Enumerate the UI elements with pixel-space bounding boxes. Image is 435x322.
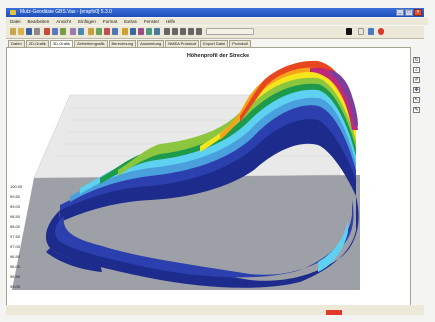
y-tick-label: 95.00	[10, 284, 21, 289]
y-tick-label: 97.50	[10, 234, 21, 239]
y-tick-label: 98.00	[10, 224, 21, 229]
zoom-in-icon[interactable]	[146, 28, 152, 35]
menu-item-einfuegen[interactable]: Einfügen	[78, 19, 96, 24]
stop-icon[interactable]	[378, 28, 384, 35]
zoom-out-icon[interactable]	[154, 28, 160, 35]
map-icon[interactable]	[130, 28, 136, 35]
toolbar	[6, 26, 424, 39]
zoom-icon[interactable]: ⌕	[413, 67, 420, 73]
minimize-icon[interactable]: _	[396, 9, 404, 16]
menu-item-extras[interactable]: Extras	[124, 19, 137, 24]
status-indicator	[326, 310, 342, 315]
tab-berechnung[interactable]: Berechnung	[108, 40, 137, 47]
open-folder-icon[interactable]	[18, 28, 24, 35]
blank-icon[interactable]	[358, 28, 364, 35]
app-icon	[10, 10, 16, 15]
y-tick-label: 96.00	[10, 264, 21, 269]
table-icon[interactable]	[96, 28, 102, 35]
tab-auswertung[interactable]: Auswertung	[137, 40, 165, 47]
window-title: Mutz-Geodäsie GBS.Vas - [erapfx0] 5.3.0	[20, 9, 112, 15]
next-icon[interactable]	[188, 28, 194, 35]
filter-icon[interactable]	[104, 28, 110, 35]
tab-2d-grafik[interactable]: 2D-Grafik	[25, 40, 49, 47]
grid-icon[interactable]: #	[413, 77, 420, 83]
y-tick-label: 97.00	[10, 244, 21, 249]
save-icon[interactable]	[26, 28, 32, 35]
layer-icon[interactable]	[138, 28, 144, 35]
chart-icon[interactable]	[88, 28, 94, 35]
menu-bar: Datei Bearbeiten Ansicht Einfügen Format…	[6, 18, 428, 25]
measure-icon[interactable]	[122, 28, 128, 35]
y-tick-label: 100.00	[10, 184, 23, 189]
cursor-icon[interactable]: ↖	[413, 97, 420, 103]
title-bar: Mutz-Geodäsie GBS.Vas - [erapfx0] 5.3.0 …	[6, 8, 424, 17]
rotate-icon[interactable]: ↻	[413, 57, 420, 63]
y-tick-label: 99.00	[10, 204, 21, 209]
prev-icon[interactable]	[172, 28, 178, 35]
pan-icon[interactable]: ✥	[413, 87, 420, 93]
color-black-icon[interactable]	[346, 28, 352, 35]
pen-icon[interactable]: ✎	[413, 107, 420, 113]
tab-zeitreihengrafik[interactable]: Zeitreihengrafik	[73, 40, 108, 47]
y-tick-label: 98.50	[10, 214, 21, 219]
copy-icon[interactable]	[52, 28, 58, 35]
paste-icon[interactable]	[60, 28, 66, 35]
redo-icon[interactable]	[78, 28, 84, 35]
play-icon[interactable]	[180, 28, 186, 35]
tab-daten[interactable]: Daten	[8, 40, 25, 47]
undo-icon[interactable]	[70, 28, 76, 35]
menu-item-format[interactable]: Format	[102, 19, 118, 24]
menu-item-ansicht[interactable]: Ansicht	[56, 19, 72, 24]
close-icon[interactable]: ×	[414, 9, 422, 16]
tab-3d-grafik[interactable]: 3D-Grafik	[49, 40, 73, 47]
chart-title: Höhenprofil der Strecke	[186, 53, 250, 59]
tab-strip: Daten 2D-Grafik 3D-Grafik Zeitreihengraf…	[6, 40, 426, 47]
last-icon[interactable]	[196, 28, 202, 35]
menu-item-fenster[interactable]: Fenster	[143, 19, 160, 24]
y-tick-label: 99.50	[10, 194, 21, 199]
elevation-ribbon	[45, 60, 359, 288]
status-bar	[6, 305, 424, 315]
tab-nmea-protokoll[interactable]: NMEA Protokoll	[165, 40, 200, 47]
menu-item-datei[interactable]: Datei	[10, 19, 21, 24]
tab-export-datei[interactable]: Export Datei	[200, 40, 229, 47]
cut-icon[interactable]	[44, 28, 50, 35]
menu-item-hilfe[interactable]: Hilfe	[166, 19, 176, 24]
first-icon[interactable]	[164, 28, 170, 35]
window-controls: _ □ ×	[396, 9, 422, 16]
print-icon[interactable]	[34, 28, 40, 35]
y-tick-label: 95.50	[10, 274, 21, 279]
new-file-icon[interactable]	[10, 28, 16, 35]
scale-field[interactable]	[206, 28, 254, 35]
side-toolbar: ↻ ⌕ # ✥ ↖ ✎	[410, 47, 424, 127]
maximize-icon[interactable]: □	[405, 9, 413, 16]
tab-protokoll[interactable]: Protokoll	[229, 40, 251, 47]
menu-item-bearbeiten[interactable]: Bearbeiten	[27, 19, 50, 24]
settings-icon[interactable]	[112, 28, 118, 35]
y-tick-label: 96.50	[10, 254, 21, 259]
help-icon[interactable]	[368, 28, 374, 35]
